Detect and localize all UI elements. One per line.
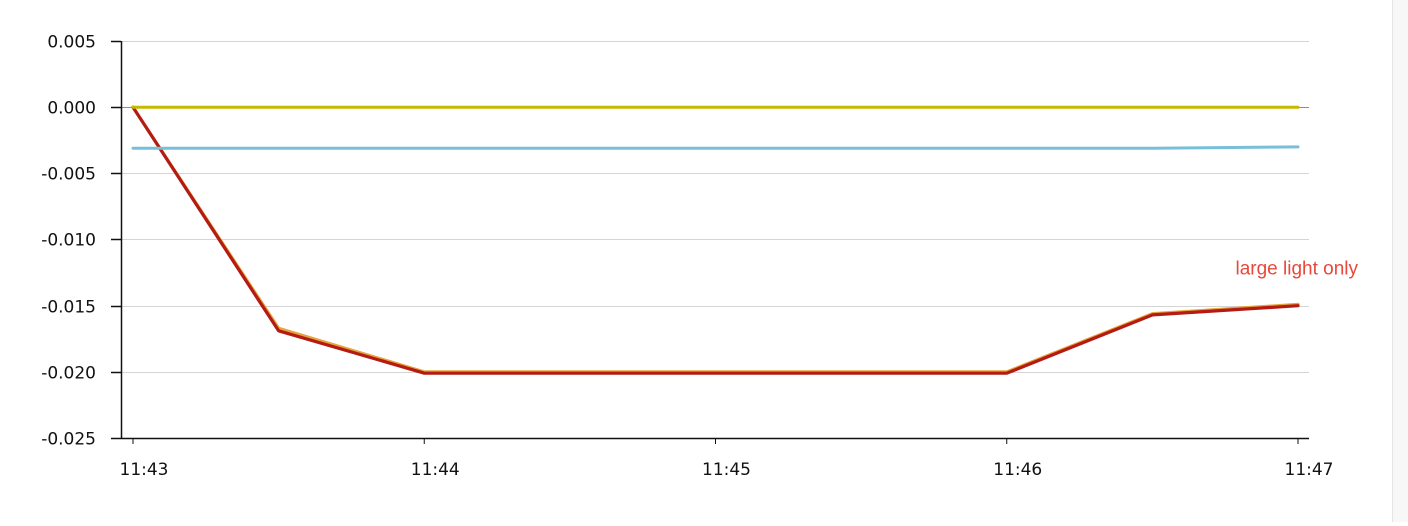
- series-lines: [131, 105, 1300, 375]
- y-tick-label: -0.025: [41, 430, 96, 450]
- y-tick-label: 0.005: [47, 33, 96, 53]
- annotations: large light only: [1235, 259, 1358, 280]
- scrollbar-track[interactable]: [1392, 0, 1408, 522]
- series-annotation-label: large light only: [1235, 259, 1358, 280]
- y-axis-ticks: 0.005 0.000 -0.005 -0.010 -0.015 -0.020 -0.025: [41, 33, 121, 450]
- x-tick-label: 11:47: [1285, 460, 1334, 480]
- y-tick-label: -0.010: [41, 231, 96, 251]
- x-axis-ticks: 11:43 11:44 11:45 11:46 11:47: [120, 438, 1334, 480]
- x-tick-label: 11:46: [993, 460, 1042, 480]
- x-tick-label: 11:44: [411, 460, 460, 480]
- y-tick-label: 0.000: [47, 99, 96, 119]
- y-tick-label: -0.015: [41, 298, 96, 318]
- series-line-4: [131, 145, 1300, 150]
- y-tick-label: -0.005: [41, 165, 96, 185]
- series-line-2: [131, 105, 1300, 375]
- y-tick-label: -0.020: [41, 364, 96, 384]
- x-tick-label: 11:45: [702, 460, 751, 480]
- x-tick-label: 11:43: [120, 460, 169, 480]
